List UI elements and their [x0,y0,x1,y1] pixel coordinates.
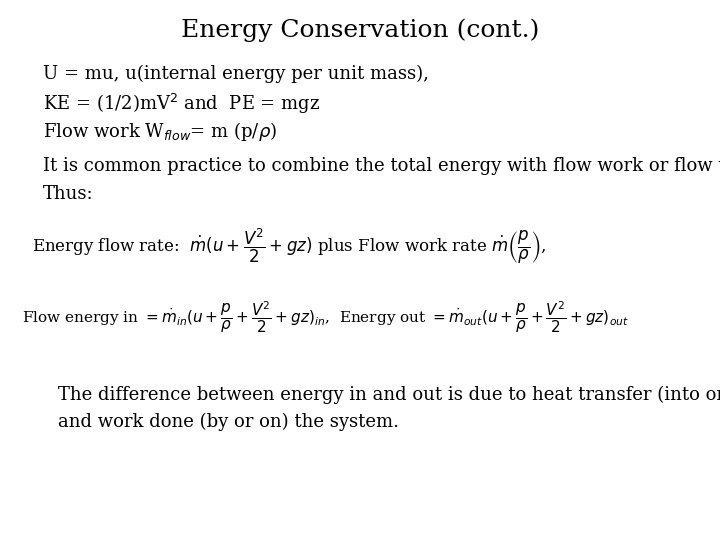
Text: U = mu, u(internal energy per unit mass),: U = mu, u(internal energy per unit mass)… [43,65,429,83]
Text: and work done (by or on) the system.: and work done (by or on) the system. [58,413,399,431]
Text: It is common practice to combine the total energy with flow work or flow work.: It is common practice to combine the tot… [43,157,720,174]
Text: Flow work W$_{\mathit{flow}}$= m (p/$\rho$): Flow work W$_{\mathit{flow}}$= m (p/$\rh… [43,120,277,143]
Text: Flow energy in $= \dot{m}_{in}(u + \dfrac{p}{\rho} + \dfrac{V^2}{2} + gz)_{in}$,: Flow energy in $= \dot{m}_{in}(u + \dfra… [22,300,629,335]
Text: Energy Conservation (cont.): Energy Conservation (cont.) [181,19,539,43]
Text: KE = (1/2)mV$^2$ and  PE = mgz: KE = (1/2)mV$^2$ and PE = mgz [43,92,320,116]
Text: The difference between energy in and out is due to heat transfer (into or out): The difference between energy in and out… [58,386,720,404]
Text: Thus:: Thus: [43,185,94,202]
Text: Energy flow rate:  $\dot{m}(u + \dfrac{V^2}{2} + gz)$ plus Flow work rate $\dot{: Energy flow rate: $\dot{m}(u + \dfrac{V^… [32,227,547,266]
